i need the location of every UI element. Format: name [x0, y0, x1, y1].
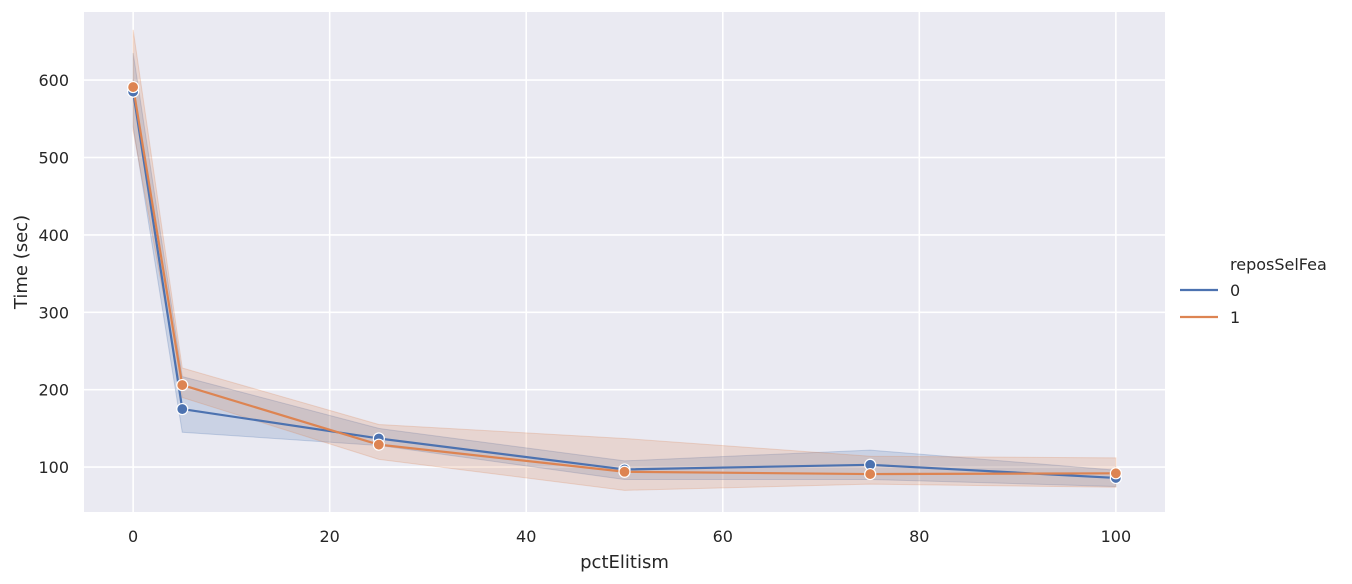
point-series-1-1	[176, 378, 189, 392]
legend-label-0: 0	[1230, 281, 1240, 300]
point-series-0-1	[176, 402, 189, 416]
x-tick-label-1: 20	[320, 527, 340, 546]
point-series-1-2	[372, 438, 385, 451]
y-tick-label-5: 600	[38, 71, 69, 90]
y-axis-label: Time (sec)	[11, 215, 32, 310]
point-series-1-4	[864, 467, 877, 481]
legend-label-1: 1	[1230, 308, 1240, 327]
y-tick-label-1: 200	[38, 381, 69, 400]
grid-lines	[84, 12, 1165, 512]
x-tick-label-4: 80	[909, 527, 929, 546]
y-tick-label-4: 500	[38, 149, 69, 168]
ci-band-series-1	[132, 29, 1117, 491]
y-tick-label-3: 400	[38, 226, 69, 245]
x-tick-label-5: 100	[1101, 527, 1132, 546]
legend-title: reposSelFea	[1230, 255, 1327, 274]
series-points	[127, 80, 1122, 485]
tick-labels: 0 20 40 60 80 100 100 200 300 400 500 600	[38, 71, 1131, 546]
plot-background	[84, 12, 1165, 512]
point-series-1-0	[127, 80, 140, 94]
point-series-1-3	[618, 465, 631, 478]
ci-band-series-0	[132, 52, 1117, 487]
confidence-bands	[132, 29, 1117, 491]
x-tick-label-2: 40	[516, 527, 536, 546]
x-tick-label-3: 60	[713, 527, 733, 546]
y-tick-label-0: 100	[38, 458, 69, 477]
x-axis-label: pctElitism	[580, 552, 669, 573]
series-lines	[132, 86, 1116, 480]
line-series-0	[132, 91, 1116, 480]
x-tick-label-0: 0	[128, 527, 138, 546]
y-tick-label-2: 300	[38, 303, 69, 322]
point-series-1-5	[1109, 467, 1122, 480]
line-series-1	[132, 86, 1116, 476]
legend: reposSelFea 0 1	[1180, 255, 1327, 327]
